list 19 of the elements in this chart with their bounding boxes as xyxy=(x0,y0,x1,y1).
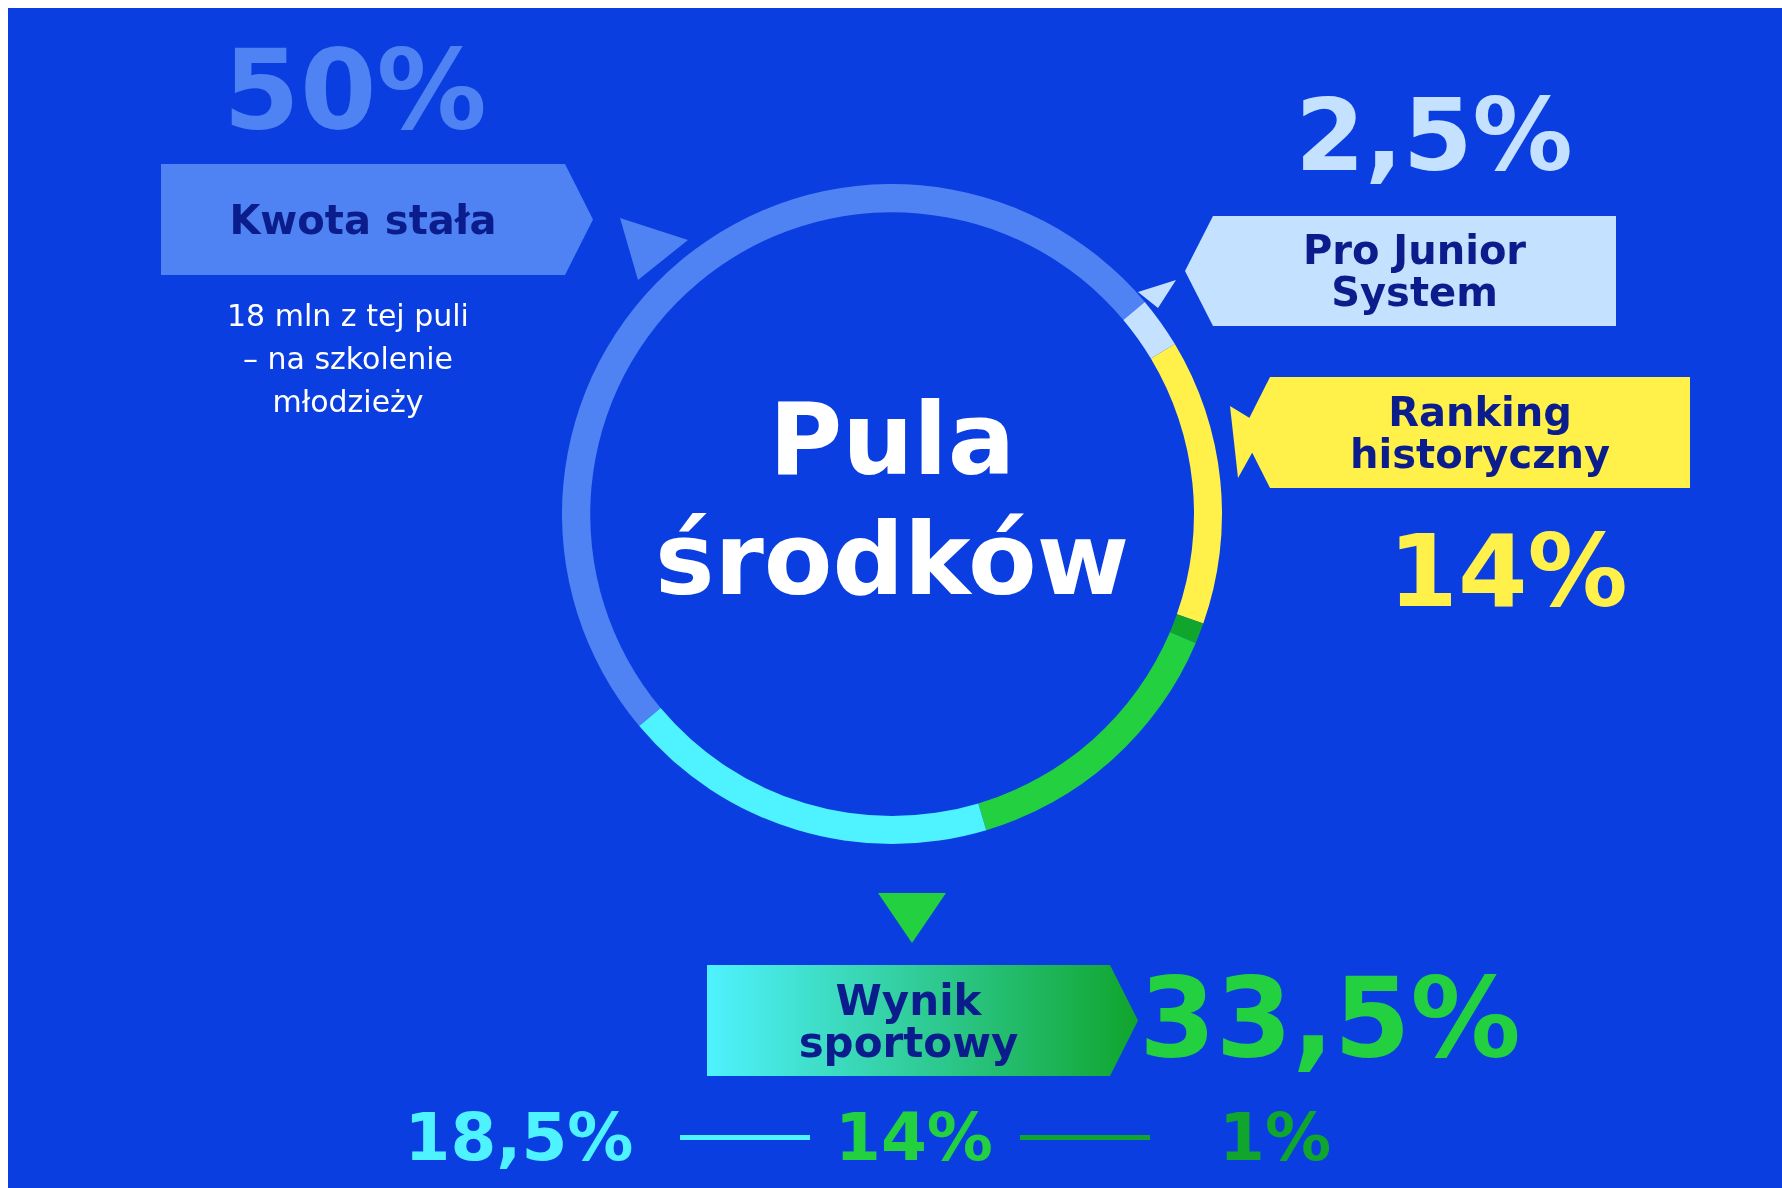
slice-label: Ranking historyczny xyxy=(1350,388,1610,477)
text: 1% xyxy=(1218,1099,1332,1176)
text: Wynik sportowy xyxy=(798,976,1019,1067)
donut-slice xyxy=(978,632,1196,831)
data-label: 50% xyxy=(223,26,487,154)
donut-slice xyxy=(1150,344,1222,624)
donut-slice xyxy=(562,184,1145,727)
donut-slice xyxy=(1123,301,1175,359)
donut-slice xyxy=(639,708,987,844)
slice-label: Kwota stała xyxy=(229,196,497,243)
text: 18,5% xyxy=(404,1099,634,1176)
slice-label: Pro Junior System xyxy=(1302,227,1527,315)
text: Pula środków xyxy=(654,381,1130,618)
text: 18 mln z tej puli – na szkolenie młodzieży xyxy=(227,298,469,419)
text: 33,5% xyxy=(1139,954,1521,1082)
donut-slice xyxy=(1169,614,1204,643)
data-label: 2,5% xyxy=(1295,77,1573,194)
data-label: 14% xyxy=(1388,513,1628,630)
text: 14% xyxy=(835,1099,993,1176)
